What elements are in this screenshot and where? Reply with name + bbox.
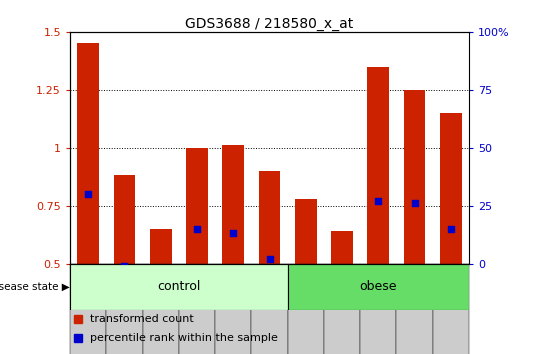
Text: percentile rank within the sample: percentile rank within the sample <box>90 333 278 343</box>
Bar <box>295 199 316 263</box>
Bar <box>440 113 462 263</box>
Bar <box>396 263 433 354</box>
Text: transformed count: transformed count <box>90 314 194 324</box>
Point <box>229 230 238 236</box>
Bar <box>404 90 425 263</box>
Point <box>120 263 129 269</box>
Bar <box>143 263 179 354</box>
Point <box>192 226 201 232</box>
Bar <box>106 263 143 354</box>
Bar <box>259 171 280 263</box>
Point <box>446 226 455 232</box>
Bar <box>114 176 135 263</box>
Point <box>338 307 347 313</box>
Bar <box>324 263 360 354</box>
Bar <box>223 145 244 263</box>
Bar <box>70 263 288 310</box>
Point <box>156 307 165 313</box>
Bar <box>251 263 288 354</box>
Point <box>301 277 310 282</box>
Bar <box>433 263 469 354</box>
Bar <box>179 263 215 354</box>
Bar <box>150 229 171 263</box>
Bar <box>186 148 208 263</box>
Text: control: control <box>157 280 201 293</box>
Point <box>374 198 383 204</box>
Bar <box>288 263 324 354</box>
Bar <box>288 263 469 310</box>
Point <box>84 191 93 197</box>
Bar <box>77 44 99 263</box>
Point <box>410 200 419 206</box>
Bar <box>368 67 389 263</box>
Title: GDS3688 / 218580_x_at: GDS3688 / 218580_x_at <box>185 17 354 31</box>
Text: disease state ▶: disease state ▶ <box>0 282 70 292</box>
Bar <box>70 263 106 354</box>
Bar <box>360 263 396 354</box>
Bar <box>331 231 353 263</box>
Point <box>265 256 274 262</box>
Text: obese: obese <box>360 280 397 293</box>
Bar <box>215 263 251 354</box>
